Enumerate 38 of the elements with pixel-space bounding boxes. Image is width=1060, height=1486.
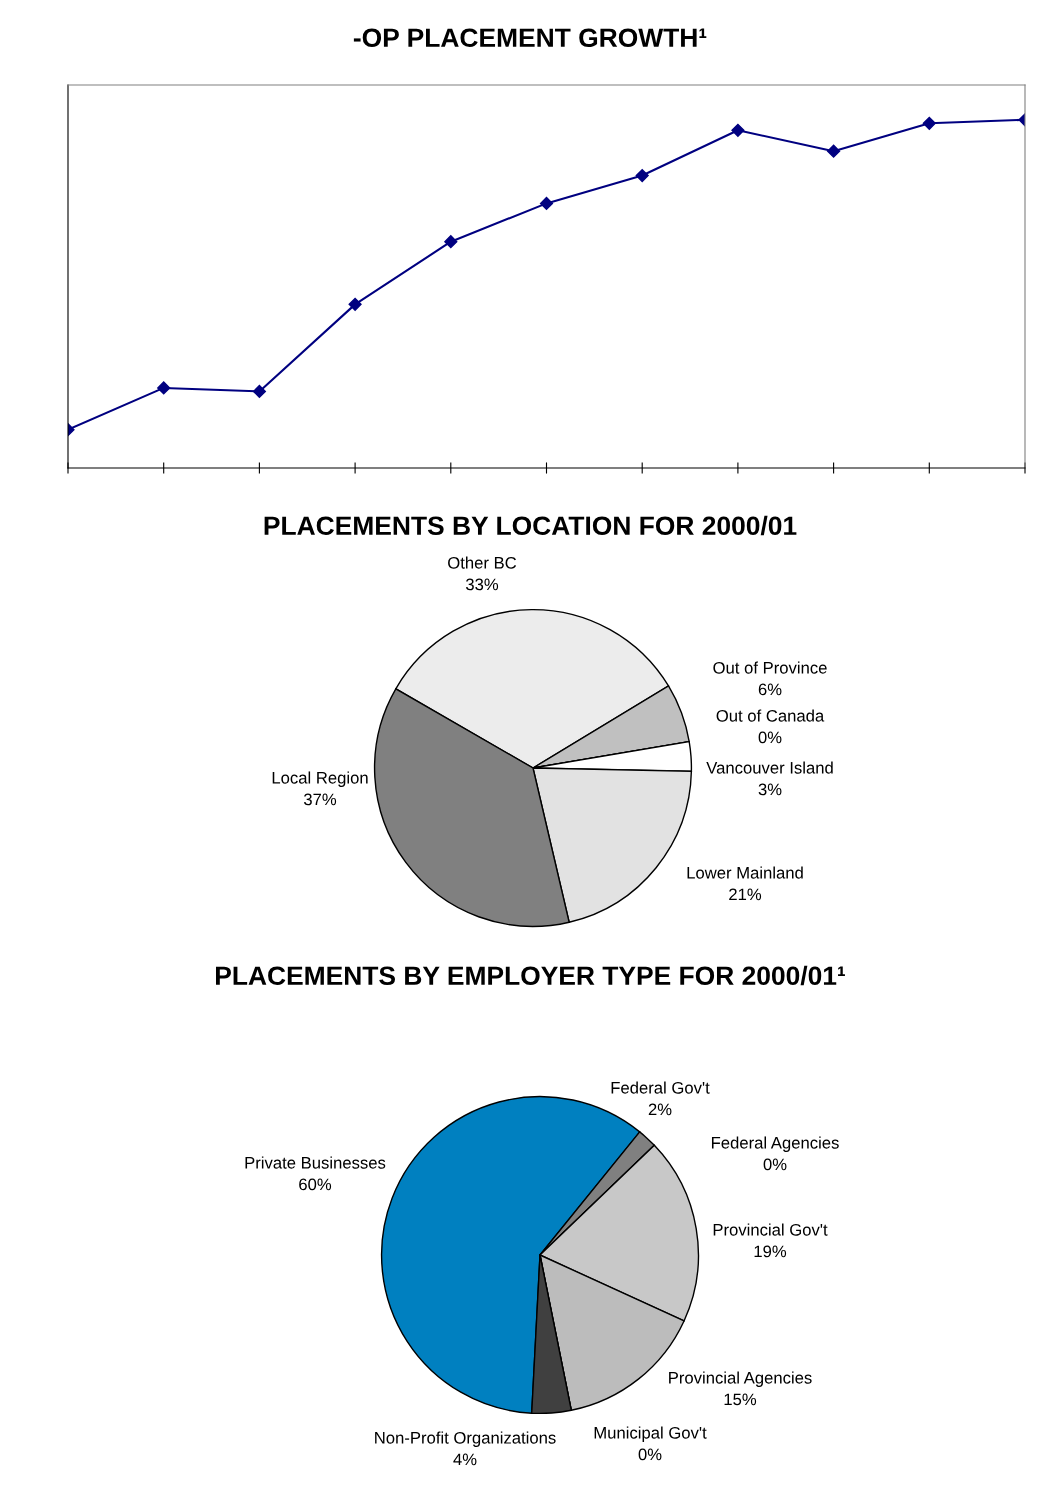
slice-label: Private Businesses — [245, 1156, 386, 1169]
data-label: 3% — [758, 783, 782, 796]
slice-label: Federal Gov't — [611, 1081, 710, 1094]
slice-label: Non-Profit Organizations — [375, 1431, 556, 1447]
slice-label: Lower Mainland — [687, 866, 803, 879]
data-label: 33% — [465, 578, 499, 591]
data-label: 19% — [754, 1245, 787, 1258]
text: 0% — [638, 1448, 662, 1461]
data-label: 60% — [299, 1178, 332, 1191]
chart-title: PLACEMENTS BY EMPLOYER TYPE FOR 2000/01¹ — [216, 965, 845, 986]
point — [635, 168, 649, 183]
point — [348, 297, 362, 311]
data-label: 21% — [729, 888, 762, 901]
category-label: Federal Agencies — [711, 1136, 839, 1152]
slice-label: Provincial Agencies — [669, 1371, 812, 1387]
point — [444, 235, 458, 249]
point — [252, 384, 266, 398]
slice-label: Provincial Gov't — [713, 1223, 828, 1236]
data-label: 6% — [758, 683, 782, 696]
slice-label: Vancouver Island — [706, 761, 833, 774]
data-label: 15% — [724, 1393, 757, 1406]
data-label: 37% — [303, 793, 337, 806]
data-label: 4% — [453, 1453, 477, 1466]
point — [731, 123, 745, 137]
point — [539, 196, 554, 210]
chart-title: -OP PLACEMENT GROWTH¹ — [353, 28, 707, 48]
point — [157, 381, 171, 395]
text: 0% — [758, 731, 782, 744]
point — [827, 144, 841, 158]
point — [922, 116, 936, 130]
data-label: 2% — [648, 1103, 672, 1116]
chart-title: PLACEMENTS BY LOCATION FOR 2000/01 — [264, 515, 797, 536]
category-label: Municipal Gov't — [594, 1426, 707, 1442]
text: 0% — [763, 1158, 787, 1171]
slice-label: Out of Province — [713, 661, 827, 674]
slice-label: Other BC — [448, 556, 517, 569]
category-label: Out of Canada — [716, 709, 825, 722]
slice-label: Local Region — [272, 771, 368, 787]
